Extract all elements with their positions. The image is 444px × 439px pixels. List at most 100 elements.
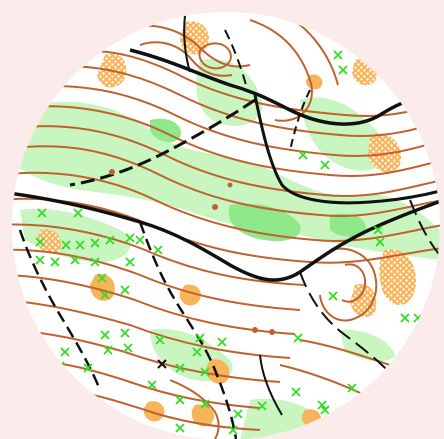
contour-line (29, 359, 261, 409)
feature-cross (83, 363, 93, 373)
feature-cross (70, 255, 80, 265)
dot-features (109, 169, 275, 335)
special-cross-mark (157, 359, 167, 369)
track (129, 48, 440, 126)
feature-cross (175, 395, 185, 405)
feature-cross (153, 245, 163, 255)
feature-cross (135, 235, 145, 245)
contour-line (12, 223, 306, 286)
feature-cross (373, 225, 383, 235)
feature-cross (50, 257, 60, 267)
track (224, 29, 249, 93)
cross-features (35, 50, 423, 435)
feature-cross (120, 285, 130, 295)
feature-cross (293, 333, 303, 343)
open-land-solid (205, 359, 230, 384)
feature-cross (100, 330, 110, 340)
veg-area (228, 203, 301, 242)
contour-line (12, 85, 440, 157)
feature-cross (233, 409, 243, 419)
feature-cross (125, 233, 135, 243)
veg-area (330, 213, 366, 238)
feature-cross (375, 237, 385, 247)
feature-cross (320, 405, 330, 415)
feature-cross (217, 337, 227, 347)
contour-line (12, 274, 296, 335)
track (299, 271, 406, 391)
feature-cross (37, 208, 47, 218)
feature-cross (103, 345, 113, 355)
contour-line (198, 42, 232, 70)
feature-cross (147, 380, 157, 390)
feature-cross (338, 65, 348, 75)
track-layer (12, 14, 440, 439)
feature-cross (175, 423, 185, 433)
contour-line (12, 197, 440, 264)
track (253, 94, 440, 205)
feature-cross (73, 208, 83, 218)
knoll (109, 169, 115, 175)
open-land-stippled (379, 249, 416, 305)
feature-cross (400, 313, 410, 323)
track (18, 229, 102, 391)
feature-cross (90, 238, 100, 248)
knoll (269, 329, 275, 335)
feature-cross (120, 328, 130, 338)
feature-cross (320, 160, 330, 170)
vegetation-layer (12, 59, 440, 439)
feature-cross (175, 363, 185, 373)
open-land-solid (179, 284, 201, 306)
feature-cross (291, 387, 301, 397)
knoll (252, 327, 258, 333)
feature-cross (200, 399, 210, 409)
knoll (212, 204, 218, 210)
feature-cross (347, 383, 357, 393)
feature-cross (61, 240, 71, 250)
open-land-stippled (37, 229, 62, 254)
contour-line (12, 248, 301, 311)
feature-cross (35, 237, 45, 247)
track (183, 14, 191, 73)
track (12, 190, 440, 282)
special-cross (157, 359, 167, 369)
open-land-stippled (350, 284, 377, 317)
feature-cross (60, 347, 70, 357)
contour-line (12, 105, 440, 177)
feature-cross (328, 291, 338, 301)
contour-line (12, 171, 440, 242)
contour-line (29, 65, 440, 137)
feature-cross (317, 400, 327, 410)
contour-line (139, 41, 233, 77)
knoll (227, 182, 233, 188)
feature-cross (123, 343, 133, 353)
veg-area (300, 97, 386, 171)
feature-cross (100, 290, 110, 300)
feature-cross (228, 425, 238, 435)
contour-line (319, 247, 378, 322)
feature-cross (257, 401, 267, 411)
track (69, 98, 256, 187)
feature-cross (195, 333, 205, 343)
open-land-stippled (368, 133, 401, 173)
contour-line (12, 145, 440, 217)
contour-line (169, 379, 220, 439)
feature-cross (97, 273, 107, 283)
feature-cross (298, 150, 308, 160)
feature-cross (333, 50, 343, 60)
track (138, 221, 238, 439)
contour-line (249, 19, 313, 122)
feature-cross (105, 235, 115, 245)
contour-line (12, 125, 440, 197)
open-land-stippled (180, 21, 209, 55)
feature-cross (200, 367, 210, 377)
feature-cross (90, 257, 100, 267)
contour-line (12, 299, 291, 359)
track (289, 89, 311, 151)
feature-cross (35, 255, 45, 265)
feature-cross (125, 257, 135, 267)
feature-cross (155, 335, 165, 345)
open-land-solid (191, 404, 215, 427)
